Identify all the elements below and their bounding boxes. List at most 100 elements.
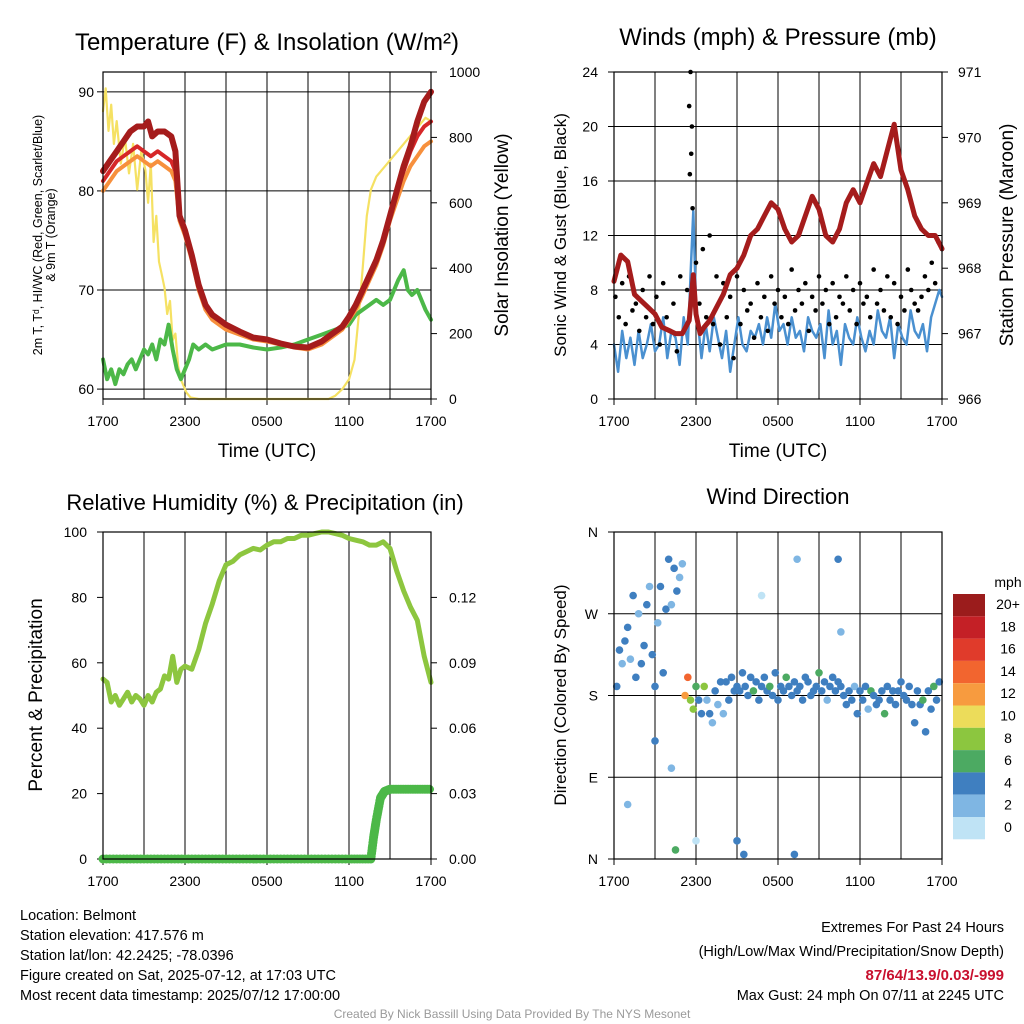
wdir-legend-swatch xyxy=(953,660,985,684)
wind-gust-point xyxy=(660,280,666,286)
wind-xtick-label: 1700 xyxy=(598,413,629,429)
wdir-xtick-label: 1700 xyxy=(598,873,629,889)
wdir-point xyxy=(826,682,834,691)
wind-gust-point xyxy=(707,233,712,238)
temp-ytick-label: 60 xyxy=(78,381,94,397)
wdir-point xyxy=(889,687,897,695)
wind-gust-point xyxy=(762,294,767,300)
wind-gust-point xyxy=(878,287,883,293)
wdir-point xyxy=(856,687,864,695)
temp-y2tick-label: 400 xyxy=(449,260,473,276)
wdir-point xyxy=(812,682,821,691)
wdir-point xyxy=(667,600,676,609)
rh-xtick-label: 1700 xyxy=(87,873,118,889)
temp-y2tick-label: 600 xyxy=(449,195,473,211)
temp-ytick-label: 90 xyxy=(78,84,94,100)
wdir-point xyxy=(618,659,626,668)
wdir-point xyxy=(752,678,760,686)
wdir-point xyxy=(927,705,935,713)
wind-gust-point xyxy=(727,294,733,300)
station-info: Location: Belmont Station elevation: 417… xyxy=(20,906,340,1006)
extremes-subtitle: (High/Low/Max Wind/Precipitation/Snow De… xyxy=(698,944,1004,960)
wdir-point xyxy=(768,691,777,700)
wind-gust-point xyxy=(850,287,856,293)
wdir-point xyxy=(850,682,859,691)
rh-title: Relative Humidity (%) & Precipitation (i… xyxy=(66,490,463,515)
wind-gust-point xyxy=(738,321,743,327)
wdir-legend-swatch xyxy=(953,772,985,795)
wdir-point xyxy=(719,709,728,718)
wdir-ytick-label: W xyxy=(585,606,599,622)
wdir-point xyxy=(645,582,654,591)
wind-y2tick-label: 969 xyxy=(958,195,982,211)
wdir-ytick-label: E xyxy=(589,769,598,785)
wind-gust-point xyxy=(779,314,784,320)
wind-gust-point xyxy=(861,301,866,306)
wdir-point xyxy=(861,682,870,691)
wdir-point xyxy=(924,687,933,695)
temp-xtick-label: 1700 xyxy=(87,413,118,429)
wind-y2tick-label: 968 xyxy=(958,260,982,276)
wdir-point xyxy=(831,687,840,695)
wind-gust-point xyxy=(724,314,730,320)
wdir-point xyxy=(757,682,766,691)
wdir-point xyxy=(727,673,736,682)
wdir-point xyxy=(705,709,714,718)
rh-xtick-label: 1100 xyxy=(334,873,364,889)
wdir-point xyxy=(757,591,766,600)
rh-series-0 xyxy=(100,529,434,708)
wdir-point xyxy=(858,696,867,704)
wind-gust-point xyxy=(905,267,911,272)
wdir-legend-swatch xyxy=(953,817,985,840)
wdir-point xyxy=(637,659,646,668)
wind-ytick-label: 12 xyxy=(582,228,598,244)
wind-ytick-label: 4 xyxy=(590,337,598,353)
wind-gust-point xyxy=(864,294,870,300)
rh-y2tick-label: 0.09 xyxy=(449,655,476,671)
wdir-xtick-label: 1700 xyxy=(926,873,957,889)
rh-ylabel: Percent & Precipitation xyxy=(26,598,47,791)
temp-ytick-label: 80 xyxy=(78,183,94,199)
wind-gust-point xyxy=(816,274,822,279)
wind-gust-point xyxy=(700,246,706,252)
wind-y2tick-label: 966 xyxy=(958,391,982,407)
temp-ylabel-1: 2m T, Tᵈ, HI/WC (Red, Green, Scarlet/Blu… xyxy=(31,115,45,355)
wind-gust-point xyxy=(898,294,904,300)
wdir-xtick-label: 1100 xyxy=(845,873,875,889)
wdir-title: Wind Direction xyxy=(706,484,849,509)
wdir-point xyxy=(651,737,659,745)
wind-gust-point xyxy=(847,308,853,313)
rh-frame xyxy=(102,531,432,860)
wind-xtick-label: 0500 xyxy=(762,413,793,429)
wdir-legend-label: 4 xyxy=(1004,774,1012,790)
wdir-point xyxy=(634,609,643,618)
wdir-legend-swatch xyxy=(953,794,985,817)
max-gust-text: Max Gust: 24 mph On 07/11 at 2245 UTC xyxy=(736,988,1004,1004)
wind-gust-point xyxy=(688,151,694,157)
wdir-point xyxy=(845,687,853,695)
wind-gust-point xyxy=(734,274,740,279)
wdir-point xyxy=(664,555,673,564)
wind-gust-point xyxy=(908,287,914,293)
wind-gust-point xyxy=(677,274,683,279)
wind-gust-point xyxy=(789,267,794,272)
wdir-ytick-label: N xyxy=(588,851,598,867)
wind-gust-point xyxy=(647,274,652,279)
wdir-point xyxy=(651,682,659,691)
wdir-point xyxy=(932,696,941,704)
wdir-point xyxy=(643,600,651,609)
wind-gust-point xyxy=(840,301,846,306)
wind-gust-point xyxy=(687,171,693,177)
wind-gust-point xyxy=(874,301,880,306)
wdir-point xyxy=(897,678,905,686)
wdir-legend-swatch xyxy=(953,705,985,728)
wdir-point xyxy=(883,682,892,691)
wdir-point xyxy=(740,850,748,859)
wind-gust-point xyxy=(854,321,859,327)
wdir-point xyxy=(902,696,911,704)
wdir-point xyxy=(804,678,812,686)
wdir-point xyxy=(697,709,706,718)
wdir-point xyxy=(670,564,678,573)
wdir-legend-swatch xyxy=(953,638,985,661)
wdir-point xyxy=(755,696,763,704)
